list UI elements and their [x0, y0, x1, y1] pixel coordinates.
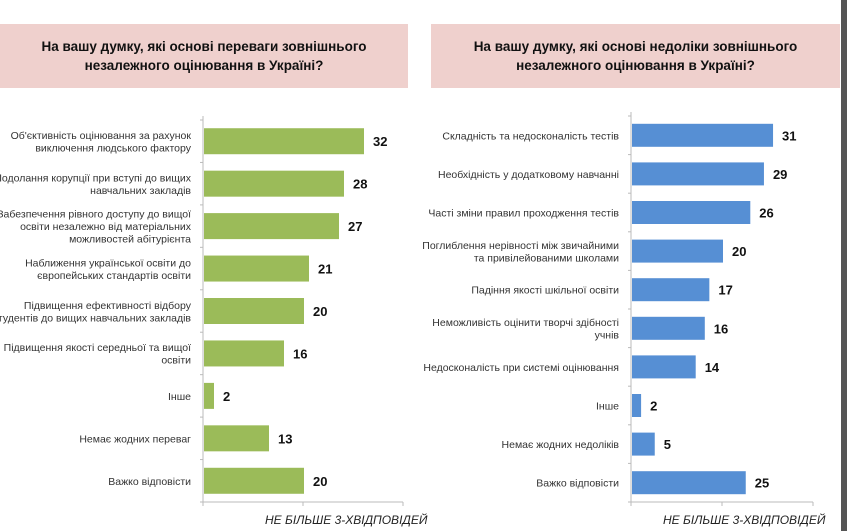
left-category-label: Підвищення ефективності відбору студентів…: [0, 300, 192, 325]
left-bar: [204, 340, 284, 367]
right-category-label: Необхідність у додатковому навчанні: [438, 169, 619, 181]
right-category-label: Складність та недосконалість тестів: [442, 130, 619, 142]
left-chart-title: На вашу думку, які основі переваги зовні…: [0, 24, 408, 88]
left-category-label: Підвищення якості середньої та вищої осві…: [4, 342, 191, 367]
right-data-label: 29: [773, 167, 787, 182]
left-data-label: 2: [223, 389, 230, 404]
left-data-label: 20: [313, 474, 327, 489]
left-bar: [204, 298, 304, 324]
left-category-label: Подолання корупції при вступі до вищих на…: [0, 172, 192, 197]
right-bar: [632, 239, 723, 263]
right-data-label: 26: [759, 206, 773, 221]
right-data-label: 17: [718, 283, 732, 298]
left-category-label: Об'єктивність оцінювання за рахунок виклю…: [11, 130, 192, 155]
right-category-label: Поглиблення нерівності між звичайними та …: [422, 240, 619, 265]
left-bar: [204, 425, 269, 452]
right-data-label: 25: [755, 476, 769, 491]
window-edge: [841, 0, 847, 531]
right-bar: [632, 471, 746, 495]
left-data-label: 13: [278, 431, 292, 446]
right-bar: [632, 316, 705, 340]
right-data-label: 14: [705, 360, 720, 375]
right-bar: [632, 394, 642, 417]
right-category-label: Неможливість оцінити творчі здібності учн…: [432, 317, 619, 342]
left-category-label: Наближення української освіти до європейс…: [25, 257, 191, 282]
right-category-label: Недосконалість при системі оцінювання: [423, 362, 619, 374]
left-bar: [204, 213, 339, 240]
right-category-label: Часті зміни правил проходження тестів: [428, 208, 619, 220]
left-bar: [204, 382, 214, 409]
right-category-label: Немає жодних недоліків: [502, 439, 620, 451]
left-category-label: Немає жодних переваг: [79, 433, 191, 445]
right-data-label: 16: [714, 321, 728, 336]
left-data-label: 21: [318, 262, 332, 277]
left-category-label: Інше: [168, 391, 191, 403]
right-category-label: Падіння якості шкільної освіти: [471, 285, 619, 297]
left-data-label: 20: [313, 304, 327, 319]
left-data-label: 27: [348, 219, 362, 234]
right-bar: [632, 278, 710, 302]
right-bar: [632, 123, 774, 147]
left-data-label: 32: [373, 134, 387, 149]
right-data-label: 5: [664, 437, 671, 452]
left-category-label: Важко відповісти: [108, 476, 191, 488]
left-bar: [204, 467, 304, 494]
left-data-label: 28: [353, 177, 367, 192]
right-chart-title: На вашу думку, які основі недоліки зовні…: [431, 24, 840, 88]
right-data-label: 2: [650, 399, 657, 414]
left-category-label: Забезпечення рівного доступу до вищої осв…: [0, 209, 192, 246]
right-data-label: 20: [732, 244, 746, 259]
right-data-label: 31: [782, 128, 796, 143]
left-bar: [204, 128, 364, 155]
right-bar: [632, 432, 655, 456]
right-bar: [632, 162, 764, 186]
right-category-label: Важко відповісти: [536, 478, 619, 490]
left-bar: [204, 170, 344, 197]
right-bar: [632, 201, 751, 224]
left-chart-note: НЕ БІЛЬШЕ 3-ХВІДПОВІДЕЙ: [265, 513, 428, 527]
right-chart-note: НЕ БІЛЬШЕ 3-ХВІДПОВІДЕЙ: [663, 513, 826, 527]
right-category-label: Інше: [596, 401, 619, 413]
left-data-label: 16: [293, 346, 307, 361]
left-bar: [204, 255, 309, 282]
right-bar: [632, 355, 696, 379]
